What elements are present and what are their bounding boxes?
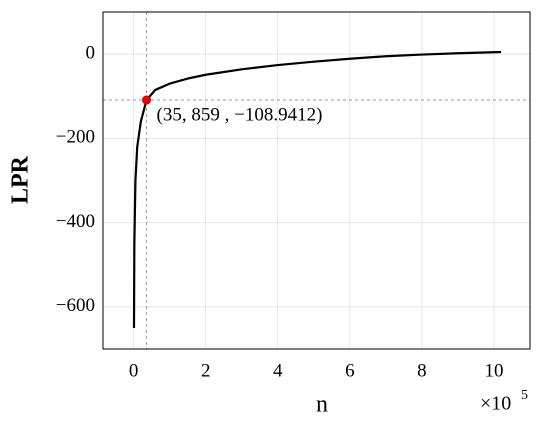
line [132,50,502,328]
x-axis-label: n [316,392,328,418]
highlight-point [142,95,152,105]
x-exponent: 5 [521,388,528,403]
y-axis-label: LPR [8,155,34,204]
y-tick-label: −200 [56,127,95,148]
x-tick-label: 6 [345,360,355,381]
y-tick-label: −400 [56,211,95,232]
x-multiplier: ×10 [480,393,511,415]
x-tick-label: 4 [273,360,283,381]
y-tick-label: −600 [56,295,95,316]
y-tick-label: 0 [86,42,96,63]
x-tick-label: 8 [417,360,427,381]
x-tick-label: 2 [201,360,211,381]
x-tick-label: 10 [484,360,503,381]
x-tick-label: 0 [129,360,139,381]
annotation: (35, 859 , −108.9412) [157,104,323,125]
plot-frame [102,11,531,350]
